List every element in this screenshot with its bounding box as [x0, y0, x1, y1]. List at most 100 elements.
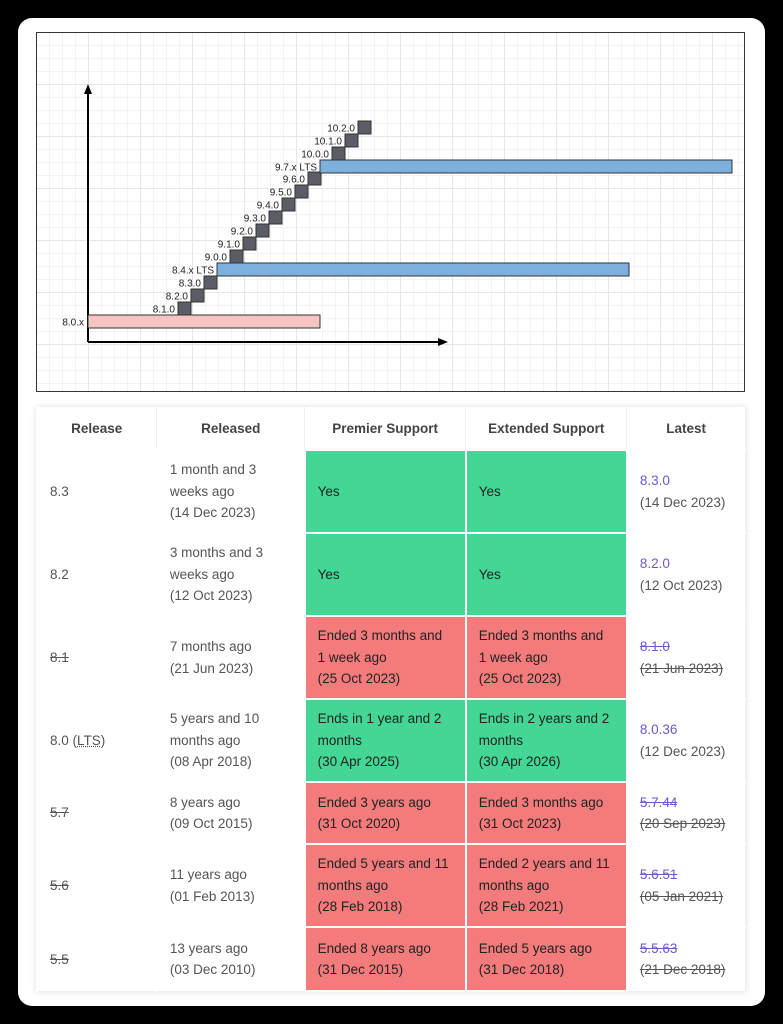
release-label: 9.2.0	[231, 227, 254, 238]
release-timeline-svg: 8.0.x 8.1.0 8.2.0 8.3.0 8.4.x LTS 9.0.0 9.1.0 9…	[62, 84, 733, 346]
latest-cell: 5.5.63 (21 Dec 2018)	[625, 926, 746, 992]
release-label: 9.1.0	[218, 240, 241, 251]
latest-version-link[interactable]: 8.2.0	[639, 556, 670, 571]
cell-text: (14 Dec 2023)	[169, 505, 256, 521]
released-cell: 13 years ago (03 Dec 2010)	[155, 926, 306, 992]
cell-text: Ended 3 years ago	[317, 794, 431, 810]
latest-version-link[interactable]: 8.3.0	[639, 473, 670, 488]
cell-text: 3 months and 3	[169, 545, 263, 561]
premier-support-cell: Ends in 1 year and 2 months (30 Apr 2025)	[303, 698, 467, 783]
release-bar-8-0-x	[87, 314, 321, 329]
cell-text: Yes	[478, 483, 501, 499]
column-header-extended-support[interactable]: Extended Support	[465, 407, 628, 451]
latest-date: (20 Sep 2023)	[639, 816, 726, 831]
cell-text: months ago	[169, 732, 241, 748]
release-bar-9-7-x-LTS	[319, 159, 733, 174]
lts-abbr[interactable]: LTS	[77, 732, 101, 748]
latest-version-link[interactable]: 5.6.51	[639, 867, 678, 882]
release-bar-8-2-0	[190, 288, 205, 303]
extended-support-cell: Yes	[464, 449, 628, 534]
premier-support-cell: Yes	[303, 532, 467, 617]
release-bar-8-3-0	[203, 275, 218, 290]
y-axis-arrow-icon	[84, 84, 92, 94]
extended-support-cell: Ended 3 months ago (31 Oct 2023)	[464, 781, 628, 845]
cell-text: (28 Feb 2021)	[478, 899, 564, 915]
table-header-row: Release Released Premier Support Extended S…	[37, 407, 746, 451]
release-label: 10.0.0	[301, 150, 329, 161]
release-bar-8-1-0	[177, 301, 192, 316]
release-label: 9.5.0	[270, 188, 293, 199]
cell-text: Ended 2 years and 11	[478, 856, 610, 872]
cell-text: 5 years and 10	[169, 711, 260, 727]
cell-text: months ago	[317, 877, 389, 893]
latest-cell: 8.0.36 (12 Dec 2023)	[625, 698, 746, 783]
column-header-release[interactable]: Release	[37, 407, 158, 451]
extended-support-cell: Ended 5 years ago (31 Dec 2018)	[464, 926, 628, 992]
release-label: 8.0.x	[62, 318, 84, 329]
cell-text: (21 Jun 2023)	[169, 660, 254, 676]
premier-support-cell: Ended 3 months and 1 week ago (25 Oct 2023…	[303, 615, 467, 700]
cell-text: Ended 5 years ago	[478, 940, 593, 956]
release-cell: 8.3	[36, 449, 158, 534]
release-name: 8.1	[50, 649, 69, 665]
release-label: 10.1.0	[314, 137, 342, 148]
release-label: 9.7.x LTS	[275, 163, 317, 174]
latest-version-link[interactable]: 8.0.36	[639, 722, 678, 737]
cell-text: Ends in 1 year and 2	[317, 711, 442, 727]
latest-date: (05 Jan 2021)	[639, 888, 724, 904]
release-name: 8.3	[50, 483, 69, 499]
cell-text: Ended 5 years and 11	[317, 856, 449, 872]
release-name: 5.7	[50, 805, 69, 821]
release-bar-8-4-x-LTS	[216, 262, 630, 277]
column-header-released[interactable]: Released	[156, 407, 306, 451]
latest-cell: 5.7.44 (20 Sep 2023)	[625, 781, 746, 845]
release-bar-9-1-0	[242, 236, 257, 251]
cell-text: months	[317, 732, 362, 748]
release-bar-9-5-0	[294, 184, 309, 199]
cell-text: months ago	[478, 877, 550, 893]
release-bar-9-2-0	[255, 223, 270, 238]
latest-cell: 8.2.0 (12 Oct 2023)	[625, 532, 746, 617]
cell-text: Yes	[317, 483, 340, 499]
release-label: 8.2.0	[166, 292, 189, 303]
cell-text: (31 Oct 2023)	[478, 816, 562, 831]
cell-text: 11 years ago	[169, 867, 247, 882]
cell-text: (30 Apr 2025)	[317, 754, 400, 770]
release-label: 10.2.0	[327, 124, 355, 135]
release-bar-9-3-0	[268, 210, 283, 225]
latest-date: (14 Dec 2023)	[639, 494, 726, 510]
latest-version-link[interactable]: 8.1.0	[639, 639, 670, 654]
premier-support-cell: Ended 8 years ago (31 Dec 2015)	[303, 926, 467, 992]
column-header-latest[interactable]: Latest	[626, 407, 746, 451]
latest-version-link[interactable]: 5.5.63	[639, 940, 678, 956]
column-header-premier-support[interactable]: Premier Support	[304, 407, 467, 451]
release-name: 8.0	[50, 732, 69, 748]
release-cell: 8.2	[36, 532, 158, 617]
cell-text: 1 week ago	[478, 649, 548, 665]
release-label: 9.4.0	[257, 201, 280, 212]
cell-text: 13 years ago	[169, 940, 248, 956]
cell-text: (12 Oct 2023)	[169, 588, 253, 604]
latest-cell: 8.3.0 (14 Dec 2023)	[625, 449, 746, 534]
latest-version-link[interactable]: 5.7.44	[639, 794, 678, 810]
latest-date: (12 Dec 2023)	[639, 743, 726, 759]
latest-cell: 8.1.0 (21 Jun 2023)	[625, 615, 746, 700]
cell-text: Ended 8 years ago	[317, 940, 431, 956]
released-cell: 3 months and 3 weeks ago (12 Oct 2023)	[155, 532, 306, 617]
cell-text: (25 Oct 2023)	[478, 671, 562, 687]
cell-text: (25 Oct 2023)	[317, 671, 401, 687]
table-row: 8.3 1 month and 3 weeks ago (14 Dec 2023) Ye…	[36, 449, 746, 534]
table-row: 8.1 7 months ago (21 Jun 2023) Ended 3 mont…	[36, 615, 746, 700]
table-row: 8.0 (LTS) 5 years and 10 months ago (08 Apr…	[36, 698, 746, 783]
cell-text: 8 years ago	[169, 794, 241, 810]
extended-support-cell: Ended 2 years and 11 months ago (28 Feb 20…	[464, 843, 628, 928]
released-cell: 7 months ago (21 Jun 2023)	[155, 615, 306, 700]
cell-text: Ended 3 months ago	[478, 794, 604, 810]
cell-text: weeks ago	[169, 483, 235, 499]
cell-text: 7 months ago	[169, 639, 252, 654]
x-axis-arrow-icon	[438, 338, 448, 346]
release-cell: 8.1	[36, 615, 158, 700]
cell-text: 1 month and 3	[169, 462, 257, 478]
latest-date: (21 Jun 2023)	[639, 660, 724, 676]
release-bar-10-0-0	[331, 146, 346, 161]
